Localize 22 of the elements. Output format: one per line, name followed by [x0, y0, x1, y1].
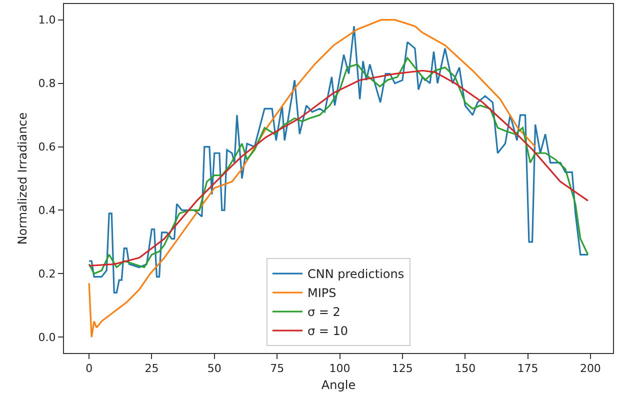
y-tick-label: 0.6 [38, 140, 56, 154]
x-tick-label: 150 [454, 362, 476, 376]
line-series [88, 19, 536, 338]
x-tick-label: 125 [392, 362, 413, 376]
legend-label: σ = 10 [308, 324, 348, 338]
y-tick-label: 0.2 [38, 268, 56, 281]
legend-label: σ = 2 [308, 305, 340, 320]
x-tick-label: 0 [86, 362, 93, 376]
legend-label: CNN predictions [308, 267, 404, 282]
y-tick-label: 0.8 [38, 77, 56, 90]
x-tick-label: 175 [517, 362, 538, 376]
y-tick-label: 0.0 [38, 330, 56, 344]
x-tick-label: 75 [270, 362, 284, 376]
y-axis-title: Normalized Irradiance [16, 112, 30, 245]
y-tick-label: 1.0 [38, 14, 56, 27]
x-tick-label: 100 [329, 362, 350, 376]
x-tick-label: 50 [207, 362, 222, 376]
legend-label: MIPS [308, 286, 336, 300]
x-tick-label: 25 [144, 362, 159, 376]
x-axis-title: Angle [321, 378, 356, 392]
y-tick-label: 0.4 [38, 204, 56, 218]
x-tick-label: 200 [580, 362, 601, 376]
